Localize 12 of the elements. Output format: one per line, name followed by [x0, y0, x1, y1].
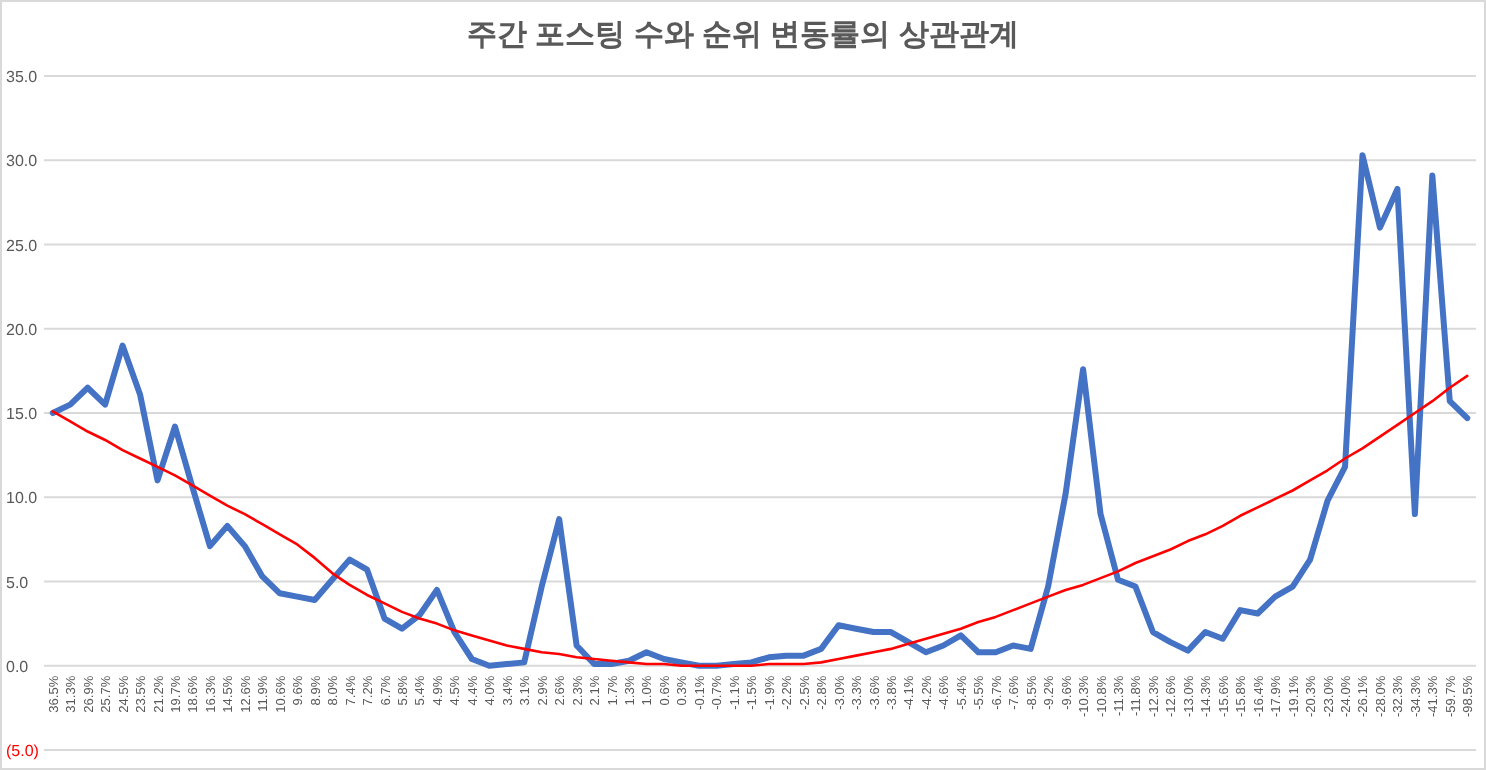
y-tick-label: 10.0 [6, 489, 39, 508]
y-tick-label: 35.0 [6, 68, 39, 86]
y-tick-label: 0.0 [6, 657, 30, 676]
line-series [49, 152, 1471, 669]
y-tick-label: 30.0 [6, 152, 39, 171]
y-tick-label: (5.0) [6, 742, 40, 760]
y-tick-label: 20.0 [6, 320, 39, 339]
line-series [51, 374, 1469, 668]
chart-title: 주간 포스팅 수와 순위 변동률의 상관관계 [467, 18, 1019, 52]
y-tick-label: 25.0 [6, 236, 39, 255]
y-tick-label: 15.0 [6, 405, 39, 423]
y-tick-label: 5.0 [6, 573, 30, 592]
